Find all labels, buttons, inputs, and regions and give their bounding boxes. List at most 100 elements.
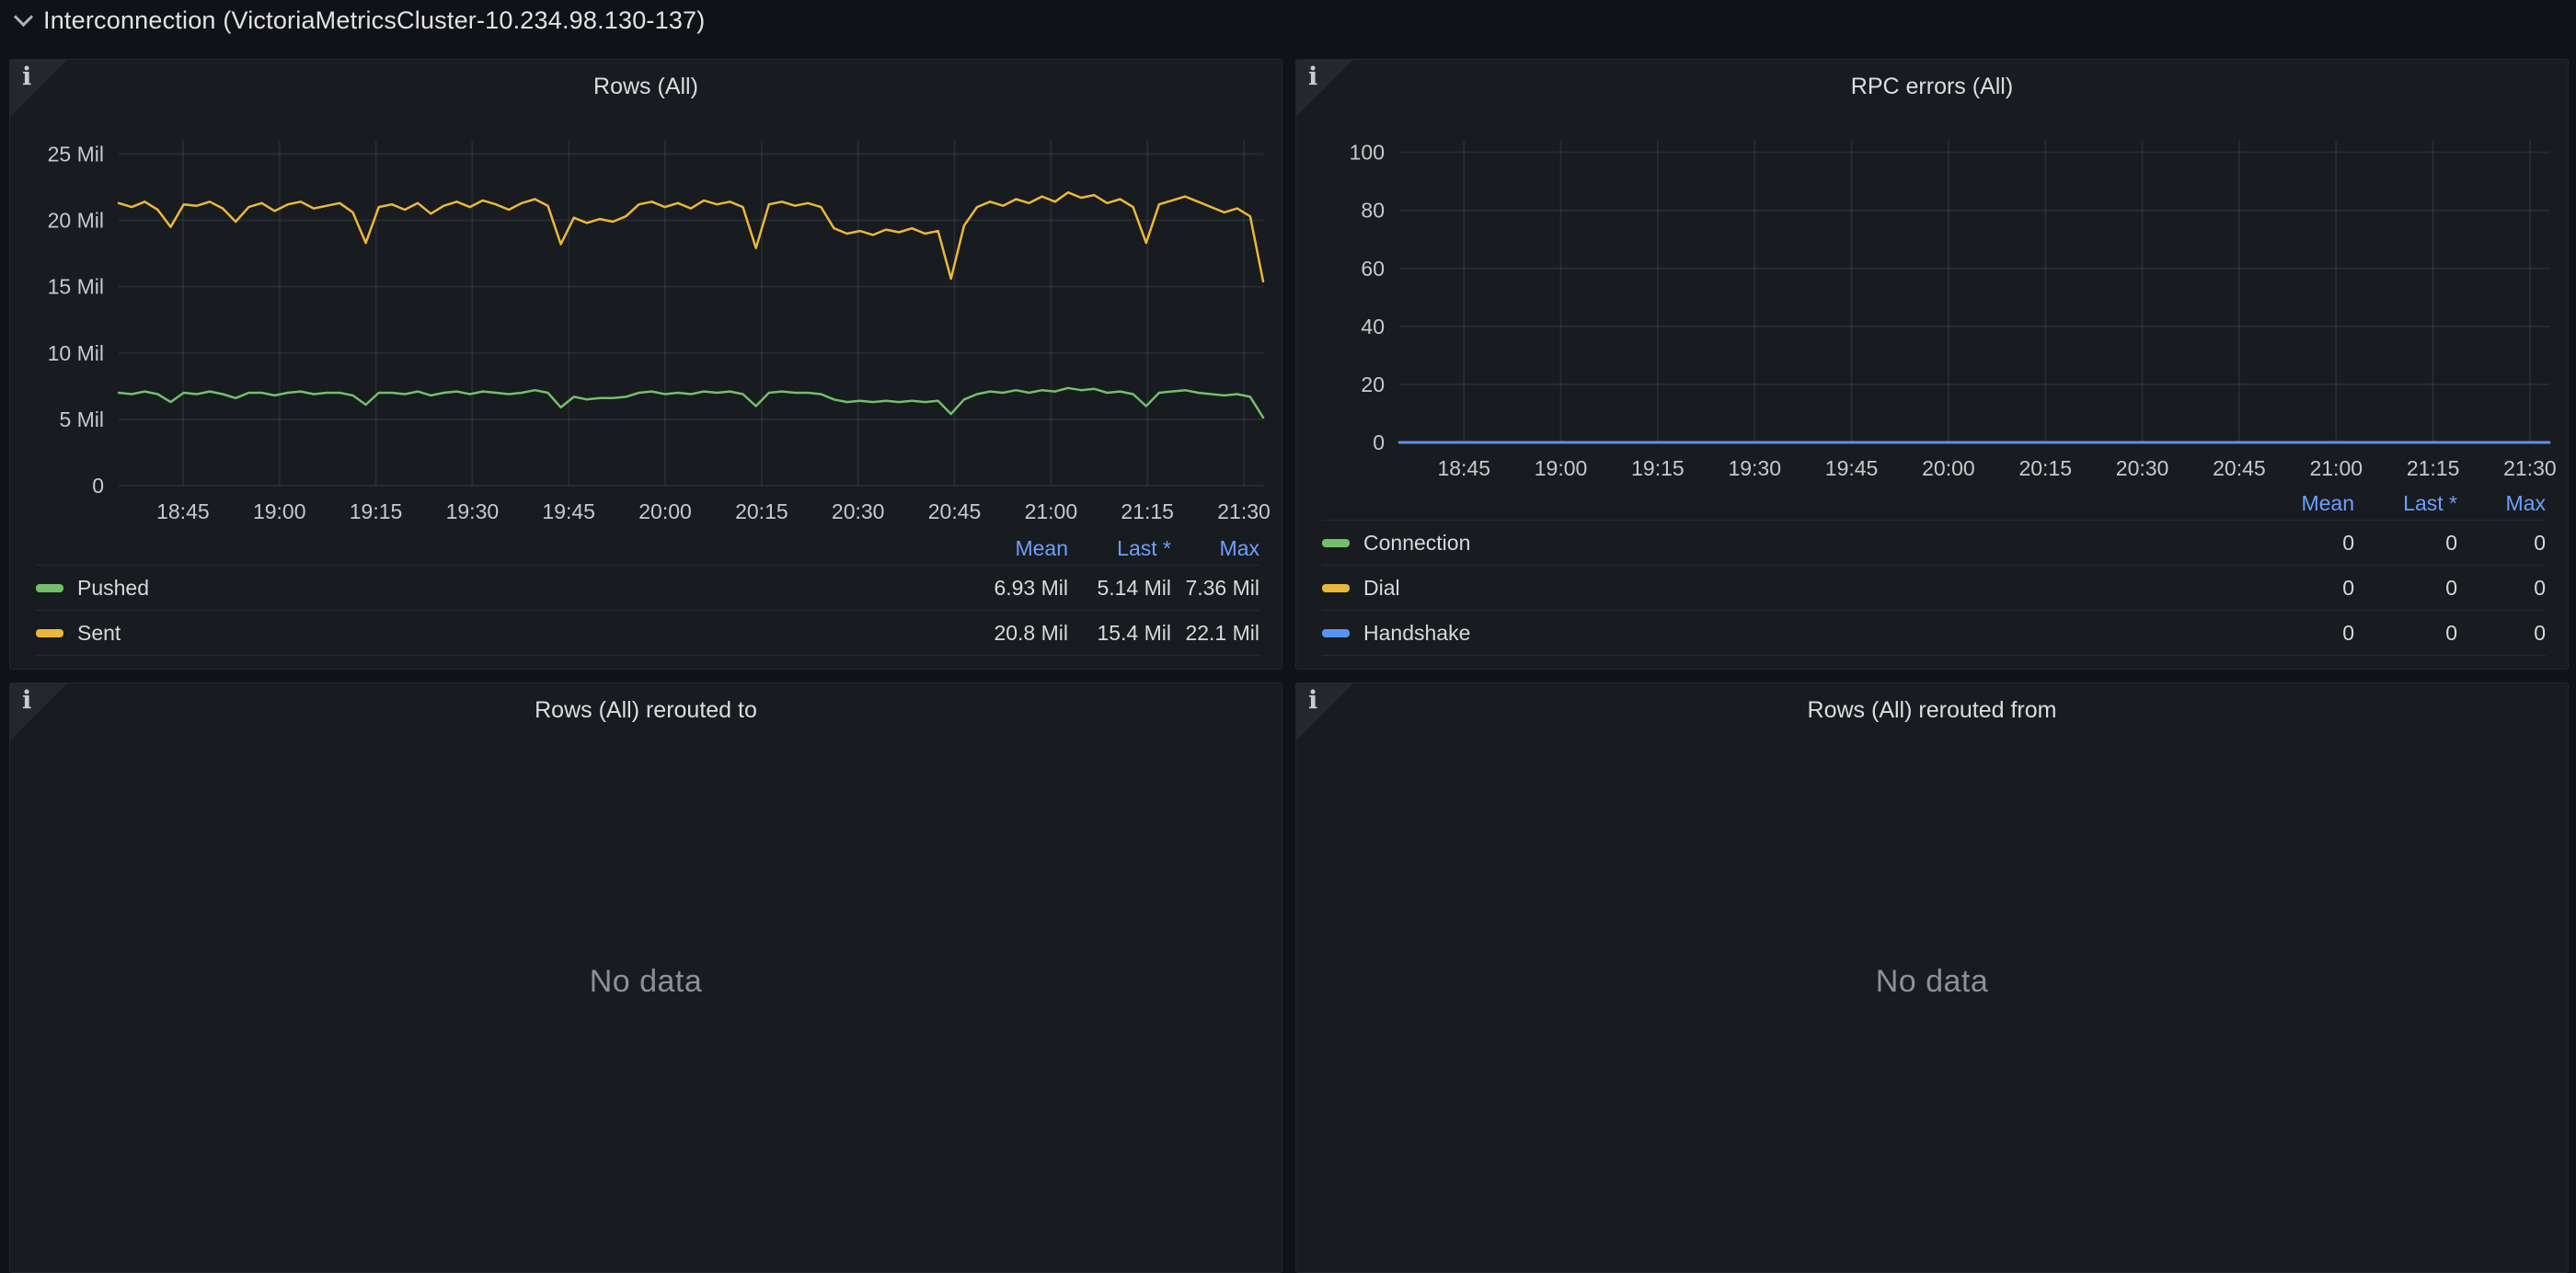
legend-stat-value: 15.4 Mil (1097, 620, 1171, 645)
y-axis-tick-label: 25 Mil (48, 142, 104, 166)
panel-info-corner[interactable] (10, 60, 67, 117)
dashboard-row-header[interactable]: Interconnection (VictoriaMetricsCluster-… (0, 0, 2576, 40)
x-axis-tick-label: 21:00 (1025, 499, 1078, 523)
series-color-swatch-icon (1322, 628, 1350, 637)
y-axis-tick-label: 0 (92, 474, 104, 498)
panel-rows-all: i Rows (All) 0 5 Mil 10 Mil 15 Mil 20 Mil 25 … (9, 59, 1282, 670)
panel-info-corner[interactable] (1296, 60, 1353, 117)
x-axis-tick-label: 19:15 (1631, 456, 1685, 480)
legend-stat-value: 0 (2342, 620, 2354, 645)
legend-stat-value: 0 (2342, 530, 2354, 555)
series-label: Connection (1363, 530, 1471, 555)
x-axis-tick-label: 20:15 (735, 499, 788, 523)
panel-rows-rerouted-from: i Rows (All) rerouted from No data (1295, 682, 2569, 1273)
info-icon: i (22, 63, 32, 91)
legend-table: Mean Last * Max Connection 0 0 0 Dial 0 0 0 Handsha… (1296, 487, 2568, 656)
x-axis-tick-label: 21:30 (1217, 499, 1271, 523)
legend-column-header[interactable]: Max (2505, 490, 2546, 515)
x-axis-tick-label: 19:15 (350, 499, 403, 523)
y-axis-tick-label: 20 (1361, 373, 1385, 396)
no-data-message: No data (1875, 964, 1989, 999)
series-line-sent (117, 190, 1265, 283)
series-line-pushed (117, 386, 1265, 419)
x-axis-tick-label: 20:30 (832, 499, 885, 523)
panel-title[interactable]: RPC errors (All) (1850, 74, 2014, 99)
x-axis-tick-label: 18:45 (1437, 456, 1490, 480)
series-color-swatch-icon (36, 628, 63, 637)
series-toggle[interactable]: Pushed (36, 576, 965, 601)
legend-column-header[interactable]: Last * (1117, 535, 1171, 560)
series-color-swatch-icon (1322, 538, 1350, 547)
x-axis-tick-label: 21:00 (2309, 456, 2363, 480)
x-axis-tick-label: 19:00 (1535, 456, 1588, 480)
series-toggle[interactable]: Handshake (1322, 621, 2251, 646)
series-label: Dial (1363, 575, 1400, 600)
x-axis-tick-label: 20:15 (2018, 456, 2072, 480)
x-axis-tick-label: 20:30 (2116, 456, 2169, 480)
x-axis-tick-label: 19:45 (542, 499, 595, 523)
info-icon: i (1308, 686, 1318, 715)
legend-stat-value: 0 (2445, 620, 2457, 645)
panel-info-corner[interactable] (10, 683, 67, 740)
legend-stat-value: 0 (2534, 620, 2546, 645)
legend-series-row: Connection 0 0 0 (1322, 520, 2546, 565)
panel-title[interactable]: Rows (All) rerouted to (535, 697, 757, 723)
row-title[interactable]: Interconnection (VictoriaMetricsCluster-… (43, 6, 706, 34)
legend-column-header[interactable]: Max (1219, 535, 1259, 560)
x-axis-tick-label: 20:00 (638, 499, 692, 523)
legend-stat-value: 0 (2445, 575, 2457, 600)
x-axis-tick-label: 19:30 (1728, 456, 1781, 480)
y-axis-tick-label: 100 (1350, 141, 1385, 165)
no-data-message: No data (589, 964, 703, 999)
legend-stat-value: 20.8 Mil (994, 620, 1068, 645)
legend-series-row: Dial 0 0 0 (1322, 565, 2546, 610)
panel-title[interactable]: Rows (All) (593, 74, 698, 99)
x-axis-tick-label: 20:00 (1922, 456, 1975, 480)
legend-table: Mean Last * Max Pushed 6.93 Mil 5.14 Mil 7.36 … (10, 532, 1282, 656)
panel-title[interactable]: Rows (All) rerouted from (1807, 697, 2057, 723)
x-axis-tick-label: 20:45 (2213, 456, 2266, 480)
y-axis-tick-label: 5 Mil (59, 407, 104, 431)
legend-stat-value: 0 (2445, 530, 2457, 555)
chevron-down-icon (13, 6, 34, 27)
x-axis-tick-label: 18:45 (156, 499, 210, 523)
series-color-swatch-icon (36, 583, 63, 592)
y-axis-tick-label: 80 (1361, 199, 1385, 223)
series-toggle[interactable]: Dial (1322, 576, 2251, 601)
series-toggle[interactable]: Sent (36, 621, 965, 646)
panel-info-corner[interactable] (1296, 683, 1353, 740)
panel-rpc-errors: i RPC errors (All) 0 20 40 60 80 100 18:45 19:0… (1295, 59, 2569, 670)
legend-column-header[interactable]: Last * (2403, 490, 2457, 515)
series-color-swatch-icon (1322, 583, 1350, 592)
y-axis-tick-label: 10 Mil (48, 341, 104, 365)
time-series-chart[interactable]: 0 5 Mil 10 Mil 15 Mil 20 Mil 25 Mil 18:45 19:00… (10, 60, 1282, 538)
x-axis-tick-label: 21:30 (2503, 456, 2557, 480)
info-icon: i (1308, 63, 1318, 91)
legend-stat-value: 0 (2534, 530, 2546, 555)
panel-rows-rerouted-to: i Rows (All) rerouted to No data (9, 682, 1282, 1273)
x-axis-tick-label: 19:00 (253, 499, 306, 523)
y-axis-tick-label: 15 Mil (48, 275, 104, 299)
y-axis-tick-label: 0 (1373, 430, 1385, 454)
info-icon: i (22, 686, 32, 715)
legend-stat-value: 7.36 Mil (1185, 575, 1259, 600)
x-axis-tick-label: 21:15 (1121, 499, 1174, 523)
series-toggle[interactable]: Connection (1322, 531, 2251, 556)
legend-stat-value: 5.14 Mil (1097, 575, 1171, 600)
time-series-chart[interactable]: 0 20 40 60 80 100 18:45 19:00 19:15 19:30 19:45 20:… (1296, 60, 2568, 492)
x-axis-tick-label: 19:45 (1825, 456, 1879, 480)
y-axis-tick-label: 40 (1361, 315, 1385, 338)
series-label: Pushed (77, 575, 150, 600)
legend-series-row: Handshake 0 0 0 (1322, 610, 2546, 656)
x-axis-tick-label: 20:45 (928, 499, 982, 523)
x-axis-tick-label: 19:30 (446, 499, 500, 523)
series-label: Sent (77, 620, 121, 645)
legend-series-row: Sent 20.8 Mil 15.4 Mil 22.1 Mil (36, 610, 1259, 656)
x-axis-tick-label: 21:15 (2407, 456, 2460, 480)
legend-column-header[interactable]: Mean (1015, 535, 1068, 560)
y-axis-tick-label: 60 (1361, 257, 1385, 281)
legend-stat-value: 6.93 Mil (994, 575, 1068, 600)
legend-column-header[interactable]: Mean (2301, 490, 2354, 515)
legend-stat-value: 22.1 Mil (1185, 620, 1259, 645)
legend-header: Mean Last * Max (36, 532, 1259, 565)
